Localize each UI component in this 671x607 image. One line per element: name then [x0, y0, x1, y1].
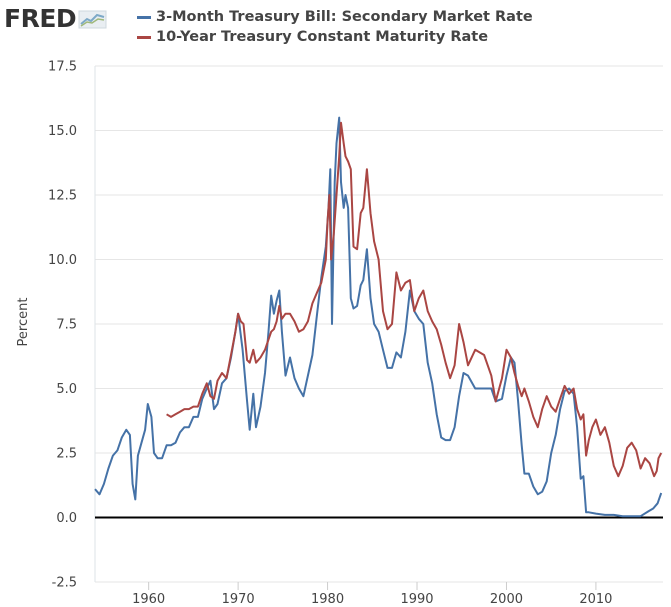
legend-label-10yr: 10-Year Treasury Constant Maturity Rate [156, 29, 489, 45]
chart-legend: 3-Month Treasury Bill: Secondary Market … [137, 7, 533, 47]
y-tick-label: 12.5 [48, 189, 77, 204]
y-axis-label: Percent [16, 298, 31, 347]
legend-swatch-tbill [137, 15, 151, 19]
legend-label-tbill: 3-Month Treasury Bill: Secondary Market … [156, 9, 533, 25]
y-tick-label: 17.5 [48, 60, 77, 75]
y-tick-label: 10.0 [48, 253, 77, 268]
x-tick-labels: 1960 1970 1980 1990 2000 2010 [132, 592, 612, 607]
legend-swatch-10yr [137, 35, 151, 39]
series-group [94, 116, 663, 518]
y-tick-label: -2.5 [52, 576, 77, 591]
fred-logo-text: FRED [4, 4, 77, 33]
y-tick-labels: -2.5 0.0 2.5 5.0 7.5 10.0 12.5 15.0 17.5 [48, 60, 77, 591]
x-tick-label: 2000 [490, 592, 523, 607]
gridlines [95, 65, 663, 583]
x-tick-label: 1980 [311, 592, 344, 607]
x-tick-label: 1960 [132, 592, 165, 607]
fred-chart-icon [78, 10, 107, 28]
y-tick-label: 15.0 [48, 124, 77, 139]
fred-logo[interactable]: FRED [4, 4, 108, 33]
x-tick-marks [148, 582, 597, 590]
x-tick-label: 1990 [400, 592, 433, 607]
y-tick-label: 0.0 [56, 511, 77, 526]
legend-item-10yr[interactable]: 10-Year Treasury Constant Maturity Rate [137, 27, 533, 47]
series-line-10yr[interactable] [166, 121, 663, 478]
y-tick-label: 2.5 [56, 447, 77, 462]
x-tick-label: 2010 [579, 592, 612, 607]
series-line-tbill[interactable] [94, 116, 663, 518]
y-tick-label: 5.0 [56, 382, 77, 397]
legend-item-tbill[interactable]: 3-Month Treasury Bill: Secondary Market … [137, 7, 533, 27]
x-tick-label: 1970 [222, 592, 255, 607]
y-tick-label: 7.5 [56, 318, 77, 333]
